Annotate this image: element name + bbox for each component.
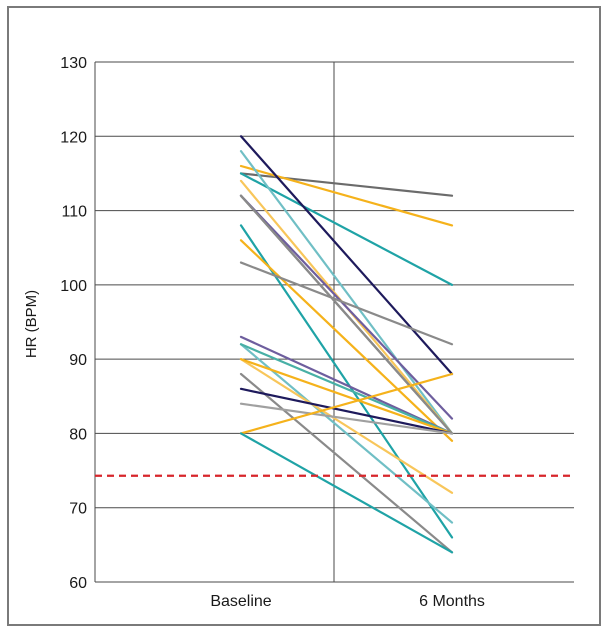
grid-layer [94, 61, 574, 583]
series-line-5 [239, 150, 454, 435]
series-line-21 [239, 372, 454, 435]
x-tick-label-1: 6 Months [419, 593, 485, 610]
chart-frame [7, 6, 601, 626]
y-tick-label-120: 120 [60, 129, 87, 146]
series-line-15 [239, 343, 454, 435]
y-tick-label-130: 130 [60, 55, 87, 72]
series-line-4 [239, 135, 454, 376]
y-tick-label-80: 80 [69, 426, 87, 443]
series-line-3 [239, 172, 454, 286]
y-tick-label-60: 60 [69, 575, 87, 592]
series-line-18 [239, 372, 454, 554]
series-line-11 [239, 239, 454, 442]
y-tick-label-70: 70 [69, 501, 87, 518]
series-line-16 [239, 358, 454, 494]
series-layer [239, 135, 454, 554]
y-axis-title: HR (BPM) [23, 290, 40, 358]
series-line-12 [239, 261, 454, 346]
y-tick-label-110: 110 [61, 204, 87, 221]
y-tick-label-90: 90 [69, 352, 87, 369]
series-line-10 [239, 224, 454, 539]
series-line-2 [239, 164, 454, 227]
series-line-19 [239, 387, 454, 435]
series-line-13 [239, 335, 454, 435]
y-tick-label-100: 100 [60, 278, 87, 295]
series-line-7 [239, 194, 454, 420]
series-line-20 [239, 402, 454, 435]
label-layer: 60 70 80 90 100 110 120 130 Baseline 6 Months [60, 55, 485, 610]
series-line-14 [239, 343, 454, 524]
series-line-17 [239, 358, 454, 435]
x-tick-label-0: Baseline [210, 593, 271, 610]
series-line-9 [239, 194, 454, 435]
series-line-22 [239, 432, 454, 554]
